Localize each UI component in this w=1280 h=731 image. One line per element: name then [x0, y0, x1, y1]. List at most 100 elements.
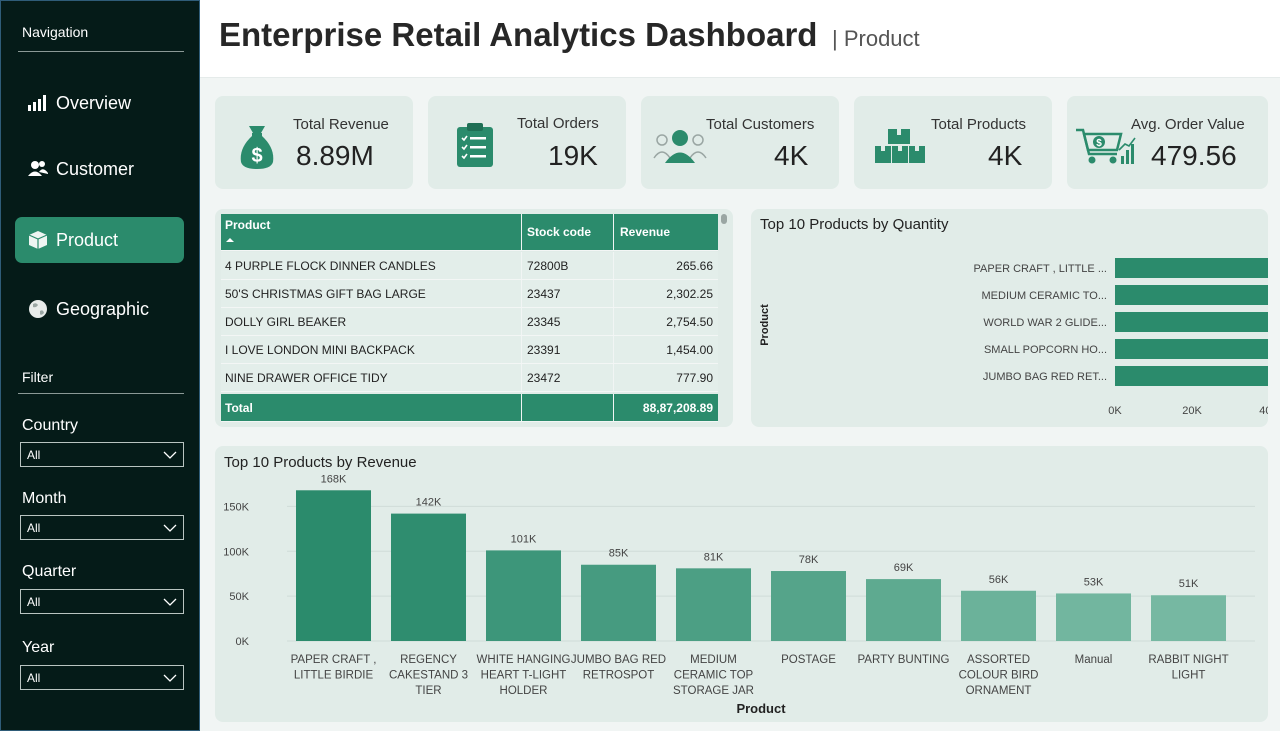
table-total-row: Total 88,87,208.89	[221, 394, 718, 422]
column-header-label: Product	[225, 218, 271, 232]
month-dropdown[interactable]: All	[20, 515, 184, 540]
country-dropdown[interactable]: All	[20, 442, 184, 467]
month-filter-label: Month	[22, 490, 67, 507]
y-tick-label: 100K	[223, 546, 249, 558]
table-row: I LOVE LONDON MINI BACKPACK 23391 1,454.…	[221, 336, 718, 364]
nav-item-label: Overview	[56, 92, 132, 113]
month-dropdown-value: All	[27, 520, 41, 535]
category-label: WHITE HANGING	[477, 654, 571, 666]
customers-icon	[653, 128, 707, 169]
main-content: Enterprise Retail Analytics Dashboard | …	[200, 0, 1280, 731]
chevron-down-icon	[163, 448, 177, 462]
filter-title: Filter	[22, 369, 54, 385]
table-header-row: Product Stock code Revenue	[221, 214, 718, 251]
nav-item-product[interactable]: Product	[15, 217, 184, 263]
table-row: DOLLY GIRL BEAKER 23345 2,754.50	[221, 308, 718, 336]
product-cell: DOLLY GIRL BEAKER	[225, 314, 347, 329]
product-cell: 4 PURPLE FLOCK DINNER CANDLES	[225, 258, 436, 273]
year-dropdown-value: All	[27, 670, 41, 685]
y-tick-label: 50K	[229, 591, 249, 603]
chevron-down-icon	[163, 671, 177, 685]
kpi-value: 4K	[774, 140, 809, 171]
revenue-cell: 2,754.50	[613, 308, 718, 335]
quarter-dropdown-value: All	[27, 594, 41, 609]
bar	[1115, 312, 1268, 332]
revenue-chart-panel: Top 10 Products by Revenue 0K 50K 100K 150K…	[215, 446, 1268, 722]
quarter-filter-label: Quarter	[22, 563, 77, 580]
category-label: POSTAGE	[781, 654, 836, 666]
revenue-cell: 2,302.25	[613, 280, 718, 307]
category-label: HOLDER	[500, 685, 548, 697]
money-bag-icon: $	[237, 124, 277, 175]
category-label: COLOUR BIRD	[959, 670, 1039, 682]
kpi-label: Total Orders	[517, 115, 599, 132]
category-label: MEDIUM	[690, 654, 737, 666]
chevron-down-icon	[163, 521, 177, 535]
data-label: 56K	[989, 574, 1009, 586]
bar	[581, 564, 656, 641]
stock-code-cell: 72800B	[521, 252, 613, 279]
category-label: CERAMIC TOP	[674, 670, 754, 682]
cart-chart-icon: $	[1075, 126, 1137, 173]
data-label: 101K	[511, 533, 537, 545]
stock-code-cell: 23472	[521, 364, 613, 391]
category-label: REGENCY	[400, 654, 457, 666]
category-label: PAPER CRAFT , LITTLE ...	[974, 263, 1107, 275]
x-tick-label: 40K	[1259, 405, 1268, 417]
svg-text:$: $	[1096, 138, 1102, 149]
data-label: 142K	[416, 497, 442, 509]
category-label: HEART T-LIGHT	[481, 670, 567, 682]
bar	[676, 568, 751, 641]
sidebar: Navigation Overview Customer Product Geo…	[0, 0, 200, 731]
nav-item-label: Product	[56, 229, 119, 250]
quarter-dropdown[interactable]: All	[20, 589, 184, 614]
category-label: PARTY BUNTING	[857, 654, 949, 666]
bar	[961, 590, 1036, 641]
stock-code-column-header[interactable]: Stock code	[521, 214, 613, 250]
chevron-down-icon	[163, 595, 177, 609]
nav-item-overview[interactable]: Overview	[15, 80, 184, 126]
navigation-divider	[18, 51, 184, 52]
quantity-chart-panel: Top 10 Products by Quantity Product PAPER…	[751, 209, 1268, 427]
kpi-label: Total Customers	[706, 116, 815, 133]
product-cell: NINE DRAWER OFFICE TIDY	[225, 370, 388, 385]
revenue-column-header[interactable]: Revenue	[613, 214, 718, 250]
category-label: JUMBO BAG RED	[571, 654, 666, 666]
table-row: 4 PURPLE FLOCK DINNER CANDLES 72800B 265…	[221, 252, 718, 280]
year-dropdown[interactable]: All	[20, 665, 184, 690]
bar	[1056, 593, 1131, 641]
table-scrollbar[interactable]	[721, 214, 727, 224]
chart-title: Top 10 Products by Revenue	[224, 454, 417, 471]
category-label: PAPER CRAFT ,	[291, 654, 377, 666]
product-column-header[interactable]: Product	[221, 214, 521, 250]
nav-item-label: Customer	[56, 158, 135, 179]
country-filter-label: Country	[22, 417, 79, 434]
bar	[1115, 258, 1268, 278]
category-label: RETROSPOT	[583, 670, 655, 682]
stock-code-cell: 23345	[521, 308, 613, 335]
bar-chart-icon	[26, 92, 50, 114]
revenue-cell: 265.66	[613, 252, 718, 279]
revenue-cell: 1,454.00	[613, 336, 718, 363]
kpi-card-total-orders: Total Orders 19K	[428, 96, 626, 189]
revenue-bar-chart: 0K 50K 100K 150K 168K PAPER CRAFT , LITTLE BIR…	[223, 473, 1255, 716]
category-label: JUMBO BAG RED RET...	[983, 371, 1107, 383]
x-axis-label: Product	[736, 701, 786, 716]
kpi-card-total-customers: Total Customers 4K	[641, 96, 839, 189]
category-label: Manual	[1075, 654, 1113, 666]
category-label: ASSORTED	[967, 654, 1030, 666]
svg-text:$: $	[251, 145, 262, 167]
navigation-title: Navigation	[22, 24, 89, 40]
revenue-cell: 777.90	[613, 364, 718, 391]
kpi-card-avg-order-value: $ Avg. Order Value 479.56	[1067, 96, 1268, 189]
kpi-value: 8.89M	[296, 140, 374, 171]
category-label: WORLD WAR 2 GLIDE...	[983, 317, 1107, 329]
data-label: 69K	[894, 562, 914, 574]
nav-item-geographic[interactable]: Geographic	[15, 286, 184, 332]
data-label: 53K	[1084, 576, 1104, 588]
nav-item-customer[interactable]: Customer	[15, 146, 184, 192]
category-label: STORAGE JAR	[673, 685, 754, 697]
page-header: Enterprise Retail Analytics Dashboard | …	[200, 0, 1280, 78]
page-title: Enterprise Retail Analytics Dashboard	[219, 16, 818, 53]
